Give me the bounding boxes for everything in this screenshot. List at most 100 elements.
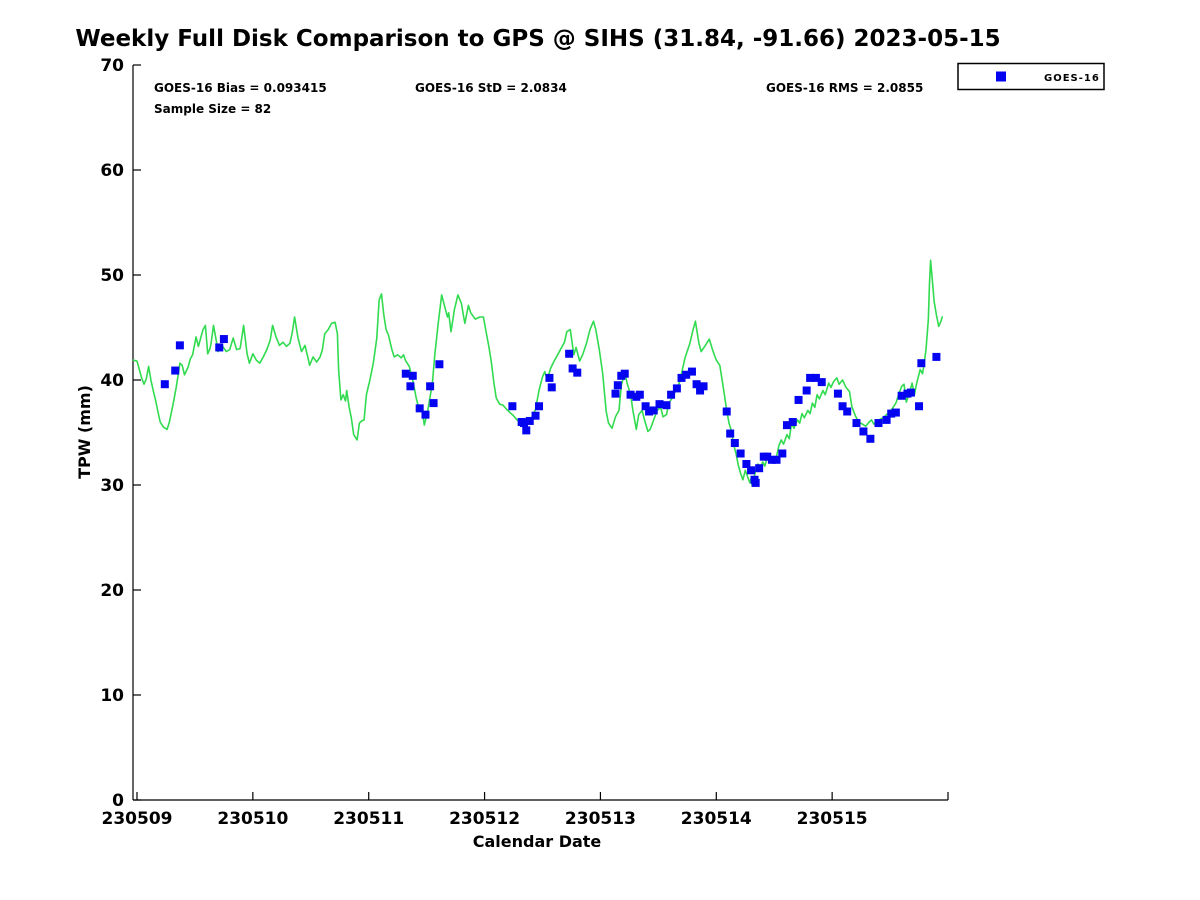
goes16-marker xyxy=(421,410,430,419)
y-axis-label: TPW (mm) xyxy=(75,385,94,479)
y-tick-label: 10 xyxy=(100,686,124,706)
goes16-marker xyxy=(882,415,891,424)
goes16-marker xyxy=(408,371,417,380)
goes16-marker xyxy=(525,416,534,425)
y-tick-label: 20 xyxy=(100,581,124,601)
goes16-marker xyxy=(620,369,629,378)
goes16-marker xyxy=(635,390,644,399)
goes16-marker xyxy=(891,408,900,417)
goes16-marker xyxy=(573,368,582,377)
goes16-marker xyxy=(682,370,691,379)
stat-rms: GOES-16 RMS = 2.0855 xyxy=(766,81,923,95)
goes16-marker xyxy=(751,478,760,487)
goes16-marker xyxy=(932,352,941,361)
goes16-marker xyxy=(649,406,658,415)
goes16-marker xyxy=(645,407,654,416)
gps-line-series xyxy=(132,259,944,487)
goes16-marker xyxy=(726,429,735,438)
x-tick-label: 230510 xyxy=(217,809,288,829)
goes16-marker xyxy=(677,373,686,382)
legend-label-goes16: GOES-16 xyxy=(1044,73,1100,84)
goes16-marker xyxy=(672,384,681,393)
x-tick-label: 230513 xyxy=(565,809,636,829)
goes16-marker xyxy=(772,455,781,464)
y-tick-label: 70 xyxy=(100,56,124,76)
goes16-marker xyxy=(522,426,531,435)
goes16-marker xyxy=(782,421,791,430)
goes16-marker xyxy=(897,391,906,400)
chart-title: Weekly Full Disk Comparison to GPS @ SIH… xyxy=(75,26,1000,52)
goes16-marker xyxy=(742,460,751,468)
y-tick-label: 60 xyxy=(100,161,124,181)
goes16-marker xyxy=(667,390,676,399)
goes16-marker xyxy=(696,386,705,395)
y-tick-label: 40 xyxy=(100,371,124,391)
goes16-marker xyxy=(406,382,415,391)
x-axis: 230509 230510 230511 230512 230513 230514 2305… xyxy=(102,792,949,829)
x-tick-label: 230511 xyxy=(333,809,404,829)
goes16-marker xyxy=(565,349,574,358)
goes16-marker xyxy=(531,411,540,420)
goes16-marker xyxy=(435,360,444,369)
goes16-marker xyxy=(626,390,635,399)
stat-sample-size: Sample Size = 82 xyxy=(154,102,271,116)
goes16-marker xyxy=(692,380,701,389)
y-tick-label: 0 xyxy=(112,791,124,811)
x-tick-label: 230515 xyxy=(797,809,868,829)
y-axis: 0 10 20 30 40 50 60 70 xyxy=(100,56,141,811)
goes16-marker xyxy=(866,434,875,443)
gps-line-path xyxy=(132,259,944,487)
x-tick-label: 230514 xyxy=(681,809,752,829)
goes16-marker xyxy=(160,380,169,389)
goes16-marker xyxy=(655,400,664,409)
goes16-marker xyxy=(611,389,620,398)
x-axis-label: Calendar Date xyxy=(473,832,602,851)
goes16-marker xyxy=(641,402,650,411)
goes16-marker xyxy=(806,373,815,382)
y-tick-label: 30 xyxy=(100,476,124,496)
goes16-marker xyxy=(508,402,517,411)
goes16-marker xyxy=(763,452,772,461)
goes16-marker xyxy=(687,367,696,376)
goes16-marker xyxy=(915,402,924,411)
goes16-marker xyxy=(519,419,528,428)
goes16-marker xyxy=(171,366,180,375)
goes16-marker xyxy=(755,464,764,473)
goes16-marker xyxy=(767,455,776,464)
goes16-marker xyxy=(699,382,708,391)
legend-marker-goes16-icon xyxy=(996,71,1006,82)
goes16-marker xyxy=(545,373,554,382)
stat-bias: GOES-16 Bias = 0.093415 xyxy=(154,81,327,95)
goes16-marker xyxy=(833,389,842,398)
stat-std: GOES-16 StD = 2.0834 xyxy=(415,81,567,95)
goes16-marker xyxy=(429,399,438,408)
goes16-marker xyxy=(535,402,544,411)
goes16-marker xyxy=(887,409,896,418)
legend: GOES-16 xyxy=(957,62,1105,91)
goes16-marker-series xyxy=(160,335,941,487)
legend-box xyxy=(957,62,1105,91)
goes16-marker xyxy=(859,427,868,436)
goes16-marker xyxy=(838,402,847,411)
goes16-marker xyxy=(568,364,577,373)
goes16-marker xyxy=(401,369,410,378)
goes16-marker xyxy=(906,388,915,397)
goes16-marker xyxy=(662,401,671,410)
goes16-marker xyxy=(426,382,435,391)
goes16-marker xyxy=(547,383,556,392)
goes16-marker xyxy=(613,381,622,390)
y-tick-label: 50 xyxy=(100,266,124,286)
goes16-marker xyxy=(736,449,745,458)
goes16-marker xyxy=(778,449,787,458)
goes16-marker xyxy=(175,341,184,350)
goes16-marker xyxy=(722,407,731,416)
goes16-marker xyxy=(747,466,756,475)
goes16-marker xyxy=(811,373,820,382)
goes16-marker xyxy=(415,404,424,413)
goes16-marker xyxy=(215,343,224,352)
goes16-marker xyxy=(852,419,861,428)
goes16-marker xyxy=(794,395,803,404)
goes16-marker xyxy=(730,439,739,447)
